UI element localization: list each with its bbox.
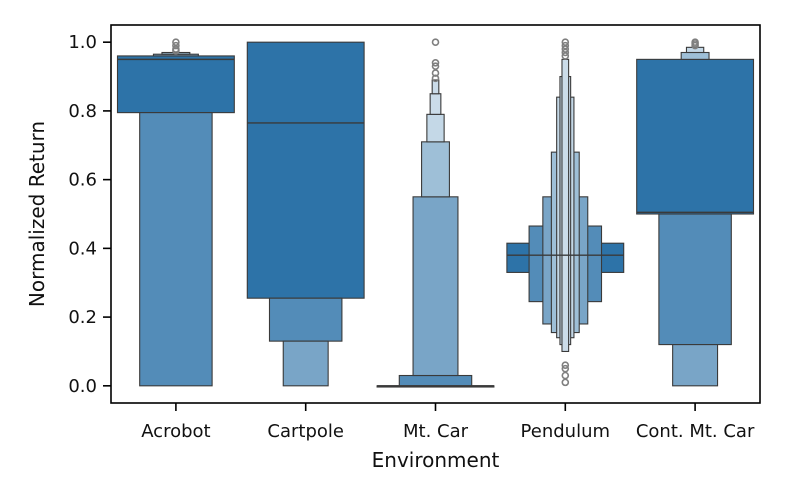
boxen-box (268, 297, 343, 342)
outlier-point (561, 41, 570, 50)
boxen-box (636, 58, 755, 215)
x-tick-label: Cont. Mt. Car (636, 421, 755, 442)
outlier-point (561, 364, 570, 373)
y-tick-label: 0.6 (68, 170, 97, 191)
box-group-acrobot (116, 38, 235, 387)
y-tick-label: 0.2 (68, 307, 97, 328)
boxen-box (429, 93, 442, 115)
outlier-point (431, 62, 440, 71)
boxen-box (116, 55, 235, 114)
y-tick-label: 0.8 (68, 101, 97, 122)
x-tick-label: Acrobot (141, 421, 210, 442)
outlier-point (561, 378, 570, 387)
box-group-pendulum (506, 38, 625, 387)
x-tick-label: Cartpole (267, 421, 344, 442)
outlier-point (561, 45, 570, 53)
outlier-point (561, 371, 570, 380)
outlier-point (561, 52, 570, 60)
outlier-point (431, 38, 440, 46)
box-group-cont-mt-car (636, 38, 755, 387)
y-tick-label: 1.0 (68, 32, 97, 53)
outlier-point (431, 74, 440, 83)
boxen-box (412, 196, 459, 377)
outlier-point (561, 38, 570, 46)
boxen-box (282, 340, 329, 387)
outlier-point (561, 48, 570, 57)
box-group-mt-car (376, 38, 495, 388)
x-tick-label: Pendulum (521, 421, 610, 442)
outlier-point (691, 38, 699, 46)
boxen-box (431, 79, 440, 95)
outlier-point (172, 41, 180, 50)
outlier-point (172, 38, 180, 46)
boxen-box (672, 344, 719, 387)
x-axis: Acrobot Cartpole Mt. Car Pendulum Cont. Mt. … (141, 403, 755, 442)
x-tick-label: Mt. Car (403, 421, 469, 442)
outlier-point (431, 58, 440, 67)
y-axis-label: Normalized Return (25, 121, 49, 307)
outlier-point (172, 45, 180, 53)
boxen-box (680, 51, 710, 60)
boxen-box (658, 213, 732, 346)
boxen-box (398, 374, 473, 387)
x-axis-label: Environment (372, 448, 500, 472)
boxen-box (246, 41, 365, 299)
boxen-box (426, 113, 445, 143)
boxen-box (421, 141, 450, 198)
box-group-cartpole (246, 41, 365, 387)
y-axis: 0.0 0.2 0.4 0.6 0.8 1.0 (68, 32, 111, 397)
boxen-box (139, 112, 213, 387)
y-tick-label: 0.0 (68, 376, 97, 397)
y-tick-label: 0.4 (68, 238, 97, 259)
outlier-point (561, 361, 570, 370)
boxen-box (561, 58, 570, 353)
outlier-point (431, 69, 440, 77)
plot-area (116, 38, 755, 388)
